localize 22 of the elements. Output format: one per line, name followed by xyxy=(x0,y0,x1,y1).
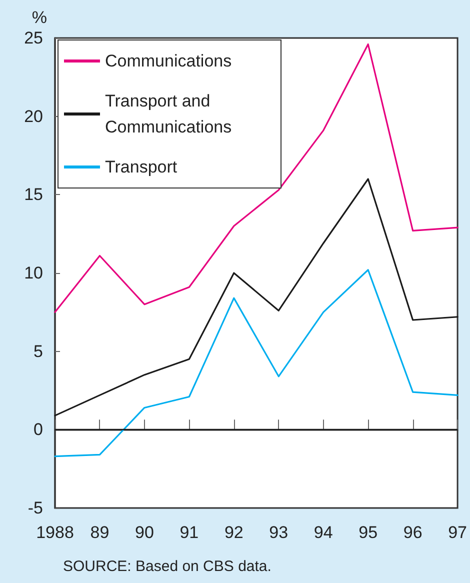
y-tick-label: 20 xyxy=(24,106,43,126)
x-tick-label: 93 xyxy=(269,523,288,542)
legend-label: Transport xyxy=(105,158,178,176)
x-tick-label: 95 xyxy=(358,523,378,542)
x-tick-label: 89 xyxy=(90,523,110,542)
source-note: SOURCE: Based on CBS data. xyxy=(63,558,272,575)
x-tick-label: 94 xyxy=(314,523,333,542)
x-tick-label: 1988 xyxy=(36,523,74,542)
legend-label: Transport and Communications xyxy=(105,92,232,136)
y-axis-title: % xyxy=(32,8,47,27)
y-tick-label: 10 xyxy=(24,264,43,282)
x-tick-label: 97 xyxy=(448,523,468,542)
x-tick-label: 91 xyxy=(180,523,199,542)
x-tick-label: 92 xyxy=(224,523,244,542)
x-tick-label: 90 xyxy=(134,523,154,542)
y-tick-label: -5 xyxy=(28,498,43,518)
y-tick-label: 25 xyxy=(24,28,43,48)
y-tick-label: 0 xyxy=(34,420,43,440)
x-tick-label: 96 xyxy=(403,523,422,542)
legend-label: Communications xyxy=(105,52,232,70)
y-tick-label: 5 xyxy=(34,342,43,361)
y-tick-label: 15 xyxy=(24,185,43,204)
